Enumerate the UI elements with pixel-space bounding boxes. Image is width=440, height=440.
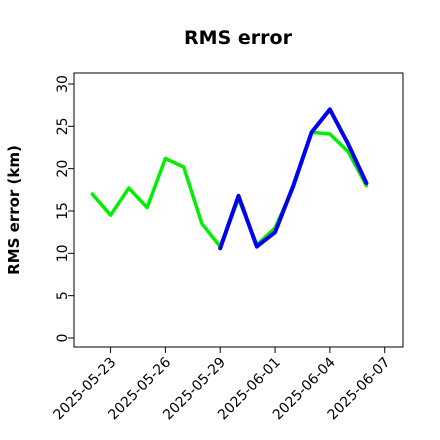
y-tick-label: 10 xyxy=(55,244,71,262)
series-line-2 xyxy=(218,107,369,251)
y-tick-label: 15 xyxy=(55,202,71,220)
y-tick-label: 0 xyxy=(55,334,71,343)
y-tick-label: 5 xyxy=(55,291,71,300)
y-axis-label: RMS error (km) xyxy=(5,145,23,275)
chart-title: RMS error xyxy=(184,27,293,49)
series-line-1 xyxy=(90,130,369,249)
y-tick-label: 20 xyxy=(55,160,71,178)
plot-frame xyxy=(73,72,404,348)
y-tick-label: 30 xyxy=(55,75,71,93)
y-tick-label: 25 xyxy=(55,117,71,135)
